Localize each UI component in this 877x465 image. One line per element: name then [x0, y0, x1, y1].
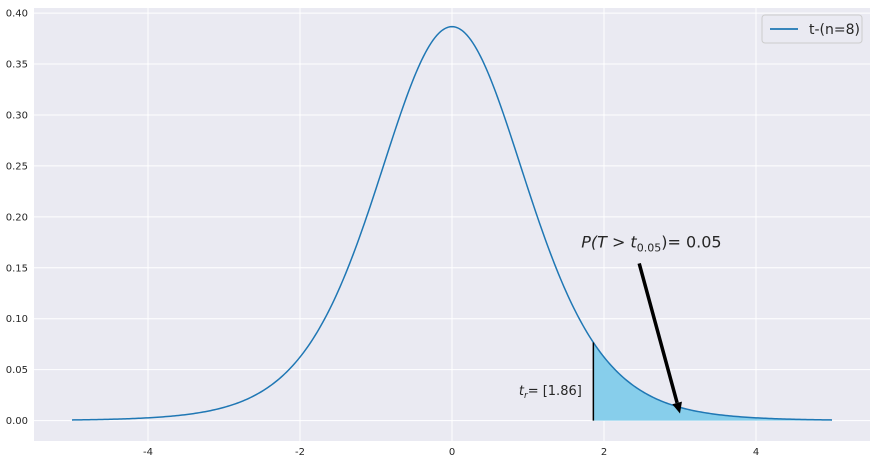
t-distribution-curve [71, 25, 833, 421]
prob-suffix: )= 0.05 [661, 232, 721, 251]
probability-label: P(T > t0.05)= 0.05 [581, 232, 721, 254]
annotation-arrow [637, 262, 682, 414]
x-tick-labels: -4 -2 0 2 4 [143, 447, 759, 458]
x-tick-label: -4 [143, 447, 153, 458]
critical-var: t [519, 384, 525, 399]
y-tick-label: 0.05 [6, 365, 28, 376]
x-tick-label: 2 [601, 447, 607, 458]
shaded-tail-region [593, 342, 832, 421]
critical-rest: = [1.86] [528, 384, 582, 399]
y-tick-label: 0.20 [6, 212, 28, 223]
critical-value-label: tr= [1.86] [519, 384, 582, 401]
x-tick-label: 0 [449, 447, 455, 458]
legend: t-(n=8) [761, 14, 863, 44]
x-gridlines [147, 8, 757, 441]
x-tick-label: 4 [753, 447, 759, 458]
critical-sub: r [524, 391, 529, 401]
prob-prefix: P(T > t [581, 232, 637, 251]
arrow-shaft [637, 262, 679, 404]
legend-box [761, 14, 863, 44]
y-tick-labels: 0.00 0.05 0.10 0.15 0.20 0.25 0.30 0.35 0.40 [6, 9, 28, 428]
y-tick-label: 0.25 [6, 161, 28, 172]
y-tick-label: 0.15 [6, 263, 28, 274]
prob-sub: 0.05 [637, 241, 662, 254]
y-tick-label: 0.00 [6, 416, 28, 427]
y-tick-label: 0.30 [6, 110, 28, 121]
y-tick-label: 0.10 [6, 314, 28, 325]
y-tick-label: 0.40 [6, 9, 28, 20]
arrow-head [672, 401, 682, 414]
x-tick-label: -2 [295, 447, 305, 458]
y-tick-label: 0.35 [6, 60, 28, 71]
legend-label: t-(n=8) [809, 22, 860, 38]
